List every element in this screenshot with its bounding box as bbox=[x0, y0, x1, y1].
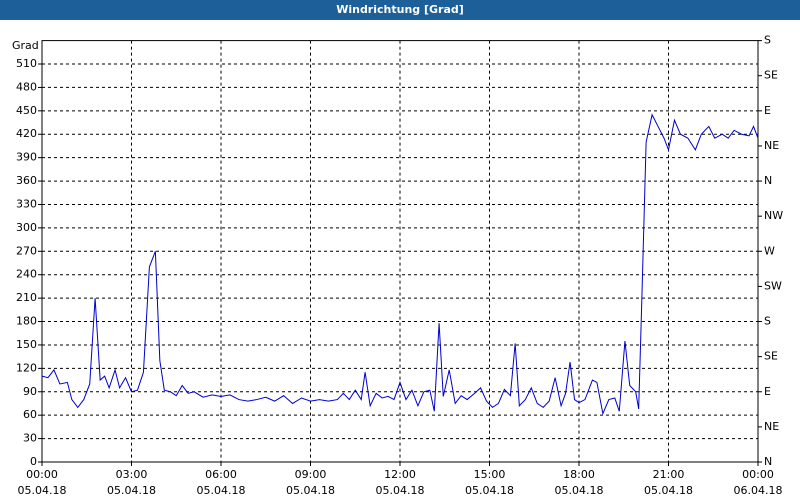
x-tick-date: 05.04.18 bbox=[644, 484, 693, 497]
x-tick-label: 15:00 bbox=[474, 468, 506, 481]
y2-tick-label: S bbox=[764, 315, 771, 328]
y-tick-label: 390 bbox=[16, 151, 37, 164]
y-axis-label: Grad bbox=[12, 39, 39, 52]
y2-tick-label: NE bbox=[764, 139, 779, 152]
x-tick-label: 21:00 bbox=[653, 468, 685, 481]
x-tick-label: 00:00 bbox=[742, 468, 774, 481]
x-tick-label: 06:00 bbox=[205, 468, 237, 481]
x-tick-label: 03:00 bbox=[116, 468, 148, 481]
y-tick-label: 330 bbox=[16, 197, 37, 210]
y-tick-label: 120 bbox=[16, 361, 37, 374]
y-tick-label: 270 bbox=[16, 244, 37, 257]
y-tick-label: 60 bbox=[23, 408, 37, 421]
y-tick-label: 450 bbox=[16, 104, 37, 117]
y2-tick-label: E bbox=[764, 104, 771, 117]
x-tick-date: 06.04.18 bbox=[734, 484, 783, 497]
y-tick-label: 210 bbox=[16, 291, 37, 304]
y-tick-label: 480 bbox=[16, 80, 37, 93]
y2-tick-label: SW bbox=[764, 279, 782, 292]
y-tick-label: 150 bbox=[16, 338, 37, 351]
y2-tick-label: N bbox=[764, 455, 772, 468]
y-tick-label: 180 bbox=[16, 315, 37, 328]
x-tick-date: 05.04.18 bbox=[465, 484, 514, 497]
series-line bbox=[41, 113, 759, 416]
y2-tick-label: SE bbox=[764, 69, 778, 82]
y2-tick-label: N bbox=[764, 174, 772, 187]
x-tick-date: 05.04.18 bbox=[197, 484, 246, 497]
plot-frame bbox=[41, 40, 759, 463]
x-tick-date: 05.04.18 bbox=[555, 484, 604, 497]
y-tick-label: 90 bbox=[23, 385, 37, 398]
y2-tick-label: SE bbox=[764, 350, 778, 363]
x-tick-date: 05.04.18 bbox=[286, 484, 335, 497]
y-tick-label: 240 bbox=[16, 268, 37, 281]
title-bar: Windrichtung [Grad] bbox=[0, 0, 800, 20]
x-tick-label: 18:00 bbox=[563, 468, 595, 481]
y-tick-label: 360 bbox=[16, 174, 37, 187]
y-tick-label: 300 bbox=[16, 221, 37, 234]
y-tick-label: 0 bbox=[30, 455, 37, 468]
x-tick-label: 00:00 bbox=[26, 468, 58, 481]
y2-tick-label: S bbox=[764, 34, 771, 47]
x-tick-label: 09:00 bbox=[295, 468, 327, 481]
x-tick-date: 05.04.18 bbox=[107, 484, 156, 497]
y-tick-label: 420 bbox=[16, 127, 37, 140]
y2-tick-label: NE bbox=[764, 420, 779, 433]
x-tick-label: 12:00 bbox=[384, 468, 416, 481]
x-tick-date: 05.04.18 bbox=[18, 484, 67, 497]
y-tick-label: 30 bbox=[23, 432, 37, 445]
x-tick-date: 05.04.18 bbox=[376, 484, 425, 497]
y2-tick-label: NW bbox=[764, 209, 783, 222]
y2-tick-label: W bbox=[764, 244, 775, 257]
y-tick-label: 510 bbox=[16, 57, 37, 70]
y2-tick-label: E bbox=[764, 385, 771, 398]
